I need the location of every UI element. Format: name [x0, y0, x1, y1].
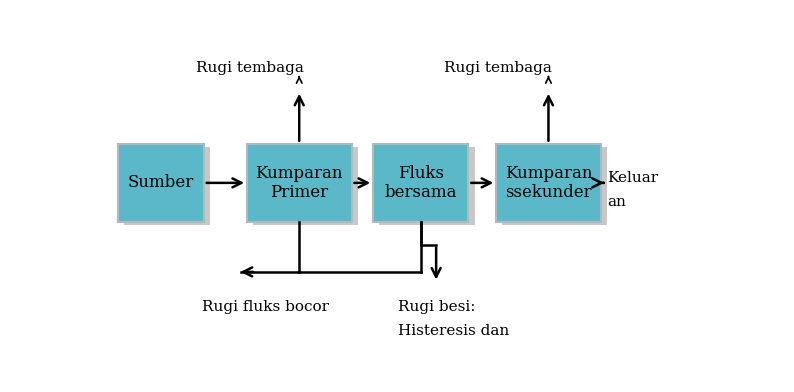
Bar — [373, 143, 468, 222]
Bar — [253, 147, 357, 225]
Bar — [124, 147, 210, 225]
Text: Kumparan
Primer: Kumparan Primer — [256, 165, 343, 201]
Text: Histeresis dan: Histeresis dan — [398, 324, 509, 338]
Text: Fluks
bersama: Fluks bersama — [384, 165, 457, 201]
Text: Sumber: Sumber — [128, 174, 194, 191]
Text: an: an — [607, 196, 626, 209]
Bar — [118, 143, 204, 222]
Text: Keluar: Keluar — [607, 171, 658, 185]
Bar — [496, 143, 601, 222]
Text: Kumparan
ssekunder: Kumparan ssekunder — [505, 165, 592, 201]
Text: Rugi tembaga: Rugi tembaga — [196, 61, 304, 75]
Text: Rugi fluks bocor: Rugi fluks bocor — [202, 299, 329, 314]
Bar — [380, 147, 475, 225]
Bar — [503, 147, 607, 225]
Text: Rugi tembaga: Rugi tembaga — [444, 61, 552, 75]
Bar — [247, 143, 352, 222]
Text: Rugi besi:: Rugi besi: — [398, 299, 475, 314]
